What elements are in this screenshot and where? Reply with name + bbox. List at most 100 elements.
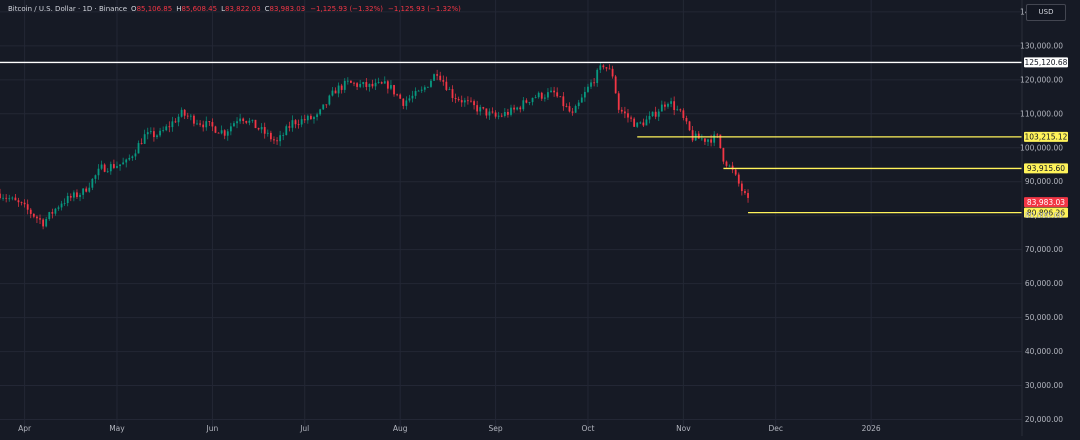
candle-body: [380, 82, 383, 84]
candle-body: [411, 95, 414, 99]
candle-body: [697, 133, 700, 139]
candle-body: [599, 65, 602, 70]
candle-body: [574, 106, 577, 113]
candle-body: [236, 121, 238, 124]
x-tick-label: Nov: [676, 424, 691, 433]
candle-body: [565, 106, 568, 107]
candle-body: [14, 197, 17, 201]
candle-body: [377, 82, 380, 83]
candle-body: [143, 134, 146, 144]
x-tick-label: Jun: [206, 424, 219, 433]
candle-body: [433, 74, 435, 81]
close-label: C: [264, 5, 270, 13]
candle-body: [140, 143, 143, 144]
candle-body: [109, 164, 112, 172]
candle-body: [633, 118, 636, 127]
candle-body: [500, 115, 503, 117]
candle-body: [636, 122, 639, 127]
candle-body: [29, 209, 32, 214]
candle-body: [220, 130, 223, 134]
candle-body: [494, 112, 497, 117]
candle-body: [153, 131, 155, 138]
candle-body: [722, 148, 725, 162]
level-label: 103,215.12: [1025, 133, 1068, 142]
price-levels: 125,120.68 103,215.12 93,915.60 80,896.2683…: [0, 57, 1068, 218]
candle-body: [362, 82, 365, 85]
candle-body: [186, 115, 189, 117]
candle-body: [242, 118, 245, 122]
candle-body: [700, 138, 703, 140]
candle-body: [571, 111, 574, 113]
candle-body: [642, 122, 645, 126]
candle-body: [423, 87, 426, 90]
level-label-bg: [1024, 57, 1068, 68]
x-tick-label: Aug: [393, 424, 408, 433]
candle-body: [239, 118, 242, 122]
symbol-title[interactable]: Bitcoin / U.S. Dollar · 1D · Binance: [8, 5, 128, 13]
candle-body: [257, 128, 260, 130]
candle-body: [602, 65, 605, 68]
candle-body: [125, 159, 128, 163]
candle-body: [587, 86, 589, 92]
candle-body: [39, 218, 41, 220]
candle-body: [399, 94, 402, 99]
candle-body: [165, 126, 168, 131]
candle-body: [60, 203, 63, 208]
candle-body: [467, 100, 469, 102]
y-tick-label: 70,000.00: [1025, 245, 1063, 254]
candle-body: [100, 164, 103, 169]
candle-body: [731, 165, 734, 170]
candle-body: [263, 127, 266, 134]
candle-body: [550, 90, 552, 93]
candle-body: [248, 120, 251, 123]
candle-body: [577, 102, 580, 107]
candle-body: [639, 122, 642, 124]
candle-body: [611, 68, 614, 77]
candle-body: [322, 104, 325, 110]
candle-body: [614, 76, 617, 94]
candle-body: [651, 111, 654, 117]
candle-body: [106, 171, 109, 173]
candle-body: [547, 92, 549, 98]
candle-body: [20, 202, 23, 203]
candle-body: [128, 157, 131, 160]
candle-body: [543, 97, 546, 99]
candle-body: [503, 111, 506, 116]
candle-body: [497, 115, 500, 117]
candle-body: [660, 104, 663, 112]
candle-body: [63, 203, 66, 204]
x-tick-label: Sep: [489, 424, 503, 433]
candle-body: [648, 116, 651, 120]
candle-body: [346, 80, 349, 82]
candle-body: [196, 123, 198, 125]
candle-body: [82, 188, 85, 195]
y-tick-label: 120,000.00: [1020, 75, 1063, 84]
candle-body: [491, 111, 494, 113]
candle-body: [531, 97, 534, 103]
candle-body: [294, 120, 297, 125]
candle-body: [445, 81, 448, 90]
candle-body: [713, 134, 716, 143]
currency-button[interactable]: USD: [1026, 4, 1066, 21]
y-tick-label: 130,000.00: [1020, 41, 1063, 50]
candle-body: [537, 92, 540, 98]
candle-body: [193, 115, 195, 124]
candle-body: [725, 161, 728, 166]
candle-body: [291, 120, 294, 128]
candle-body: [97, 168, 100, 176]
candle-body: [57, 207, 60, 209]
low-label: L: [221, 5, 226, 13]
candle-body: [383, 81, 386, 84]
candle-body: [162, 130, 165, 131]
candle-body: [26, 204, 29, 210]
candle-body: [664, 104, 666, 107]
candle-body: [568, 106, 571, 112]
candle-body: [23, 202, 26, 205]
candle-body: [457, 99, 460, 101]
candle-body: [485, 108, 488, 116]
candle-body: [482, 107, 485, 109]
candle-body: [313, 117, 315, 120]
candle-body: [156, 135, 158, 138]
